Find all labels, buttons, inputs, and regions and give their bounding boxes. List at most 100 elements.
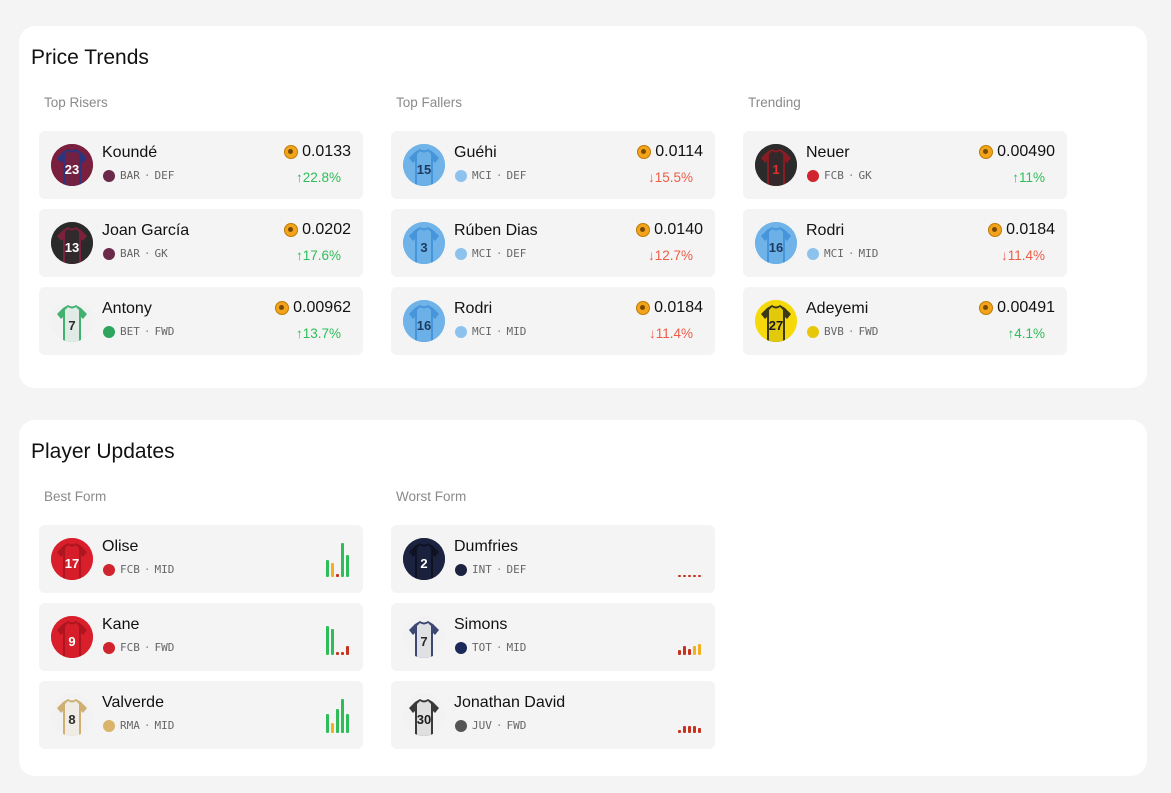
price-value: 0.0202 — [302, 221, 351, 238]
shirt-icon: 13 — [51, 222, 93, 264]
player-name: Adeyemi — [806, 300, 869, 317]
price-change: ↓11.4% — [649, 326, 693, 341]
form-bar — [346, 646, 349, 655]
price-value: 0.0140 — [654, 221, 703, 238]
shirt-number: 2 — [420, 556, 427, 571]
player-card[interactable]: 27 Adeyemi BVB · FWD 0.00491 ↑4.1% — [743, 287, 1067, 355]
player-card[interactable]: 30 Jonathan David JUV · FWD — [391, 681, 715, 749]
player-card[interactable]: 7 Simons TOT · MID — [391, 603, 715, 671]
shirt-icon: 1 — [755, 144, 797, 186]
club-code: INT — [472, 563, 492, 576]
price-trends-panel: Price Trends Top Risers 23 Koundé BAR · DEF 0… — [19, 26, 1147, 388]
change-value: 13.7% — [302, 326, 341, 341]
arrow-up-icon: ↑ — [1007, 326, 1015, 341]
player-card[interactable]: 8 Valverde RMA · MID — [39, 681, 363, 749]
price-change: ↓15.5% — [648, 170, 693, 185]
form-bar — [326, 560, 329, 577]
change-value: 4.1% — [1014, 326, 1045, 341]
club-code: FCB — [824, 169, 844, 182]
coin-icon — [988, 223, 1003, 237]
player-position: MID — [154, 719, 175, 732]
player-meta: BAR · DEF — [103, 169, 174, 182]
player-meta: MCI · MID — [455, 325, 526, 338]
coin-icon — [979, 145, 994, 159]
form-bar — [331, 563, 334, 577]
column-title: Trending — [748, 95, 801, 110]
player-meta: BVB · FWD — [807, 325, 878, 338]
arrow-up-icon: ↑ — [1012, 170, 1019, 185]
coin-icon — [284, 223, 299, 237]
form-bar — [688, 726, 691, 733]
club-crest-icon — [103, 325, 115, 338]
player-card[interactable]: 23 Koundé BAR · DEF 0.0133 ↑22.8% — [39, 131, 363, 199]
player-meta: FCB · GK — [807, 169, 872, 182]
player-card[interactable]: 15 Guéhi MCI · DEF 0.0114 ↓15.5% — [391, 131, 715, 199]
shirt-number: 15 — [417, 162, 431, 177]
form-bar — [693, 575, 696, 577]
form-bar — [331, 629, 334, 655]
player-position: GK — [858, 169, 872, 182]
shirt-number: 13 — [65, 240, 79, 255]
player-position: DEF — [154, 169, 175, 182]
player-card[interactable]: 16 Rodri MCI · MID 0.0184 ↓11.4% — [743, 209, 1067, 277]
player-meta: TOT · MID — [455, 641, 526, 654]
player-position: DEF — [506, 247, 527, 260]
club-crest-icon — [103, 641, 115, 654]
player-card[interactable]: 17 Olise FCB · MID — [39, 525, 363, 593]
shirt-icon: 9 — [51, 616, 93, 658]
player-avatar: 16 — [403, 300, 445, 342]
separator: · — [495, 325, 503, 338]
player-card[interactable]: 16 Rodri MCI · MID 0.0184 ↓11.4% — [391, 287, 715, 355]
separator: · — [495, 641, 503, 654]
player-card[interactable]: 7 Antony BET · FWD 0.00962 ↑13.7% — [39, 287, 363, 355]
player-name: Rodri — [454, 300, 493, 317]
club-code: TOT — [472, 641, 492, 654]
player-avatar: 3 — [403, 222, 445, 264]
player-price: 0.0184 — [636, 299, 703, 317]
form-bar — [683, 575, 686, 577]
change-value: 12.7% — [654, 248, 693, 263]
club-code: FCB — [120, 563, 140, 576]
coin-icon — [636, 223, 651, 237]
player-avatar: 16 — [755, 222, 797, 264]
form-chart — [678, 697, 701, 733]
player-card[interactable]: 13 Joan García BAR · GK 0.0202 ↑17.6% — [39, 209, 363, 277]
player-meta: FCB · MID — [103, 563, 174, 576]
shirt-front — [65, 151, 79, 186]
player-price: 0.00491 — [979, 299, 1055, 317]
change-value: 22.8% — [302, 170, 341, 185]
player-card[interactable]: 1 Neuer FCB · GK 0.00490 ↑11% — [743, 131, 1067, 199]
shirt-icon: 7 — [403, 616, 445, 658]
player-name: Rúben Dias — [454, 222, 538, 239]
player-name: Joan García — [102, 222, 190, 239]
form-bar — [341, 543, 344, 577]
player-card[interactable]: 3 Rúben Dias MCI · DEF 0.0140 ↓12.7% — [391, 209, 715, 277]
player-position: MID — [858, 247, 879, 260]
shirt-front — [65, 701, 79, 736]
club-crest-icon — [103, 247, 115, 260]
player-avatar: 17 — [51, 538, 93, 580]
coin-icon — [979, 301, 994, 315]
shirt-front — [417, 307, 431, 342]
coin-icon — [636, 301, 651, 315]
shirt-icon: 17 — [51, 538, 93, 580]
shirt-number: 1 — [772, 162, 779, 177]
form-bar — [326, 626, 329, 655]
shirt-front — [65, 307, 79, 342]
shirt-icon: 2 — [403, 538, 445, 580]
form-bar — [326, 714, 329, 733]
player-avatar: 13 — [51, 222, 93, 264]
player-card[interactable]: 9 Kane FCB · FWD — [39, 603, 363, 671]
price-trends-title: Price Trends — [31, 46, 149, 69]
arrow-up-icon: ↑ — [295, 170, 303, 185]
player-avatar: 2 — [403, 538, 445, 580]
arrow-up-icon: ↑ — [295, 326, 303, 341]
shirt-number: 23 — [65, 162, 79, 177]
change-value: 17.6% — [302, 248, 341, 263]
club-code: MCI — [472, 325, 492, 338]
form-bar — [346, 714, 349, 733]
player-name: Simons — [454, 616, 508, 633]
player-position: FWD — [858, 325, 879, 338]
player-card[interactable]: 2 Dumfries INT · DEF — [391, 525, 715, 593]
club-code: MCI — [472, 169, 492, 182]
